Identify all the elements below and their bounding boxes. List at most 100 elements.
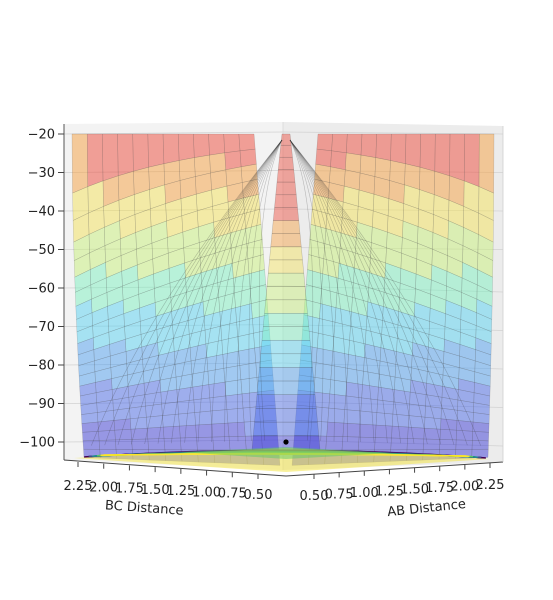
surface-facet [102,133,119,182]
ab-tick-label: 1.75 [425,481,454,496]
surface-facet [208,133,225,156]
surface-facet [472,421,490,433]
mesh-line [289,139,388,443]
mesh-line [171,139,283,444]
surface-facet [345,152,362,174]
surface-facet [162,425,181,439]
surface-facet [359,410,378,426]
surface-facet [191,370,210,388]
surface-facet [326,421,345,437]
surface-facet [405,133,421,168]
surface-facet [239,148,257,168]
ab-tick-label: 2.00 [450,480,479,495]
minimum-marker [283,439,289,445]
surface-facet [408,403,426,418]
surface-facet [177,133,195,161]
surface-facet [330,150,347,171]
surface-facet [362,370,380,388]
surface-facet [407,426,425,440]
ridge-facet [264,299,308,314]
surface-facet [147,438,166,450]
surface-facet [409,391,427,407]
bc-tick-label: 2.25 [64,479,93,494]
left-surface-wing [71,133,281,466]
ridge-facet [271,220,301,234]
surface-facet [390,437,408,451]
ab-axis-ticks: 0.500.751.001.251.501.752.002.25 [300,463,504,504]
surface-facet [440,418,458,431]
surface-facet [390,133,407,165]
surface-facet [360,133,377,158]
mesh-line [289,139,335,442]
ridge-facet [261,326,311,341]
surface-facet [375,133,392,161]
bc-tick-label: 1.00 [192,485,221,500]
surface-facet [114,428,132,441]
mesh-line [237,139,283,442]
surface-facet [162,133,180,165]
mesh-line [289,139,415,444]
surface-facet [224,150,242,171]
ridge-facet [277,156,295,170]
surface-facet [177,399,195,415]
ridge-facet [275,181,297,196]
mesh-line [289,139,401,444]
ab-tick-label: 0.50 [300,489,329,504]
ridge-facet [252,421,320,437]
bc-distance-axis-label: BC Distance [104,498,184,518]
contour-floor-core [180,447,392,459]
surface-facet [472,412,490,424]
surface-facet [315,148,332,168]
mesh-line [91,139,283,446]
z-gridline [63,131,284,135]
ab-tick-label: 1.50 [400,483,429,498]
surface-facet [194,410,213,426]
ridge-facet [274,194,298,208]
ab-distance-axis-label: AB Distance [387,497,467,520]
bc-tick-label: 1.50 [141,483,170,498]
surface-facet [341,436,360,451]
bc-tick-label: 2.00 [89,480,118,495]
surface-facet [212,436,231,451]
surface-facet [113,418,132,431]
mesh-line [117,139,283,445]
surface-facet [314,362,333,380]
surface-facet [315,347,334,366]
surface-facet [330,365,348,383]
surface-facet [346,368,364,385]
surface-facet [98,439,117,450]
surface-facet [208,381,227,399]
surface-facet [193,397,212,413]
surface-facet [391,413,410,428]
mesh-line [289,139,441,445]
z-tick-label: −50 [28,243,55,258]
bc-tick-label: 1.75 [115,482,144,497]
surface-facet [193,133,210,158]
central-ridge [251,133,321,450]
surface-facet [424,405,442,420]
mesh-line [248,139,283,441]
ridge-facet [255,394,317,409]
mesh-line [224,139,283,442]
ridge-facet [269,246,303,261]
bc-tick-label: 1.25 [166,484,195,499]
surface-facet [209,152,227,174]
surface-facet [129,416,148,430]
ridge-facet [272,207,300,221]
mesh-line [289,139,468,446]
right-surface-wing [291,133,495,466]
surface-facet [393,389,411,405]
surface-facet [147,133,165,168]
surface-facet [223,133,241,154]
mesh-line [289,139,428,445]
z-gridline [282,131,504,135]
mesh-line [289,139,348,442]
surface-facet [129,405,147,420]
surface-facet [81,421,99,433]
ridge-facet [279,144,293,158]
surface-facet [329,379,347,397]
mesh-line [289,139,314,441]
contour-floor [74,447,490,472]
surface-facet [343,409,362,425]
